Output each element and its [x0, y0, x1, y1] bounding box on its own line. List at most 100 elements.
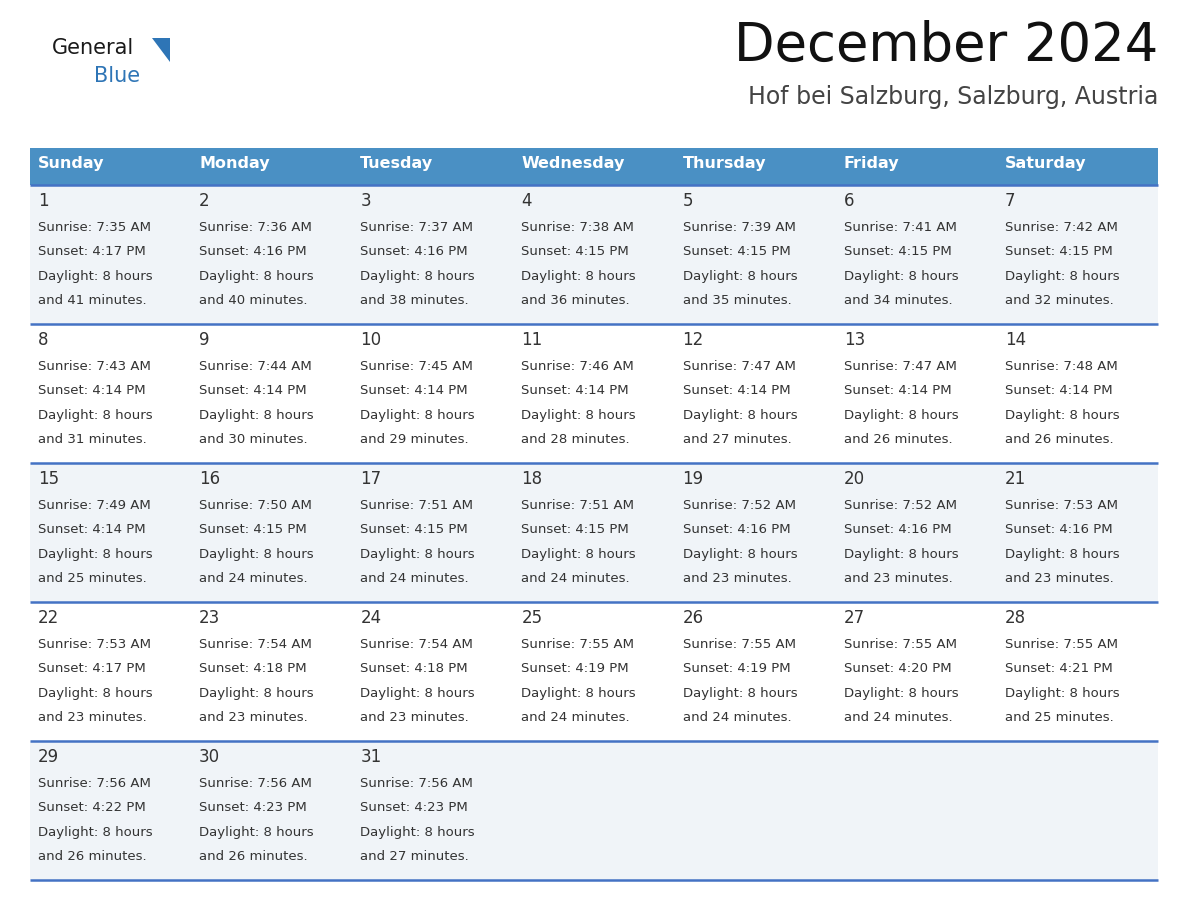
Bar — [30, 602, 1158, 741]
Text: and 23 minutes.: and 23 minutes. — [683, 572, 791, 585]
Text: Sunrise: 7:48 AM: Sunrise: 7:48 AM — [1005, 360, 1118, 373]
Text: Sunset: 4:19 PM: Sunset: 4:19 PM — [522, 662, 630, 676]
Text: Sunset: 4:18 PM: Sunset: 4:18 PM — [200, 662, 307, 676]
Text: Sunrise: 7:52 AM: Sunrise: 7:52 AM — [683, 499, 796, 512]
Text: and 26 minutes.: and 26 minutes. — [200, 850, 308, 863]
Text: Sunset: 4:15 PM: Sunset: 4:15 PM — [683, 245, 790, 258]
Text: Sunset: 4:15 PM: Sunset: 4:15 PM — [200, 523, 307, 536]
Text: Sunrise: 7:47 AM: Sunrise: 7:47 AM — [683, 360, 796, 373]
Bar — [353, 148, 513, 185]
Text: Sunrise: 7:55 AM: Sunrise: 7:55 AM — [1005, 638, 1118, 651]
Text: and 35 minutes.: and 35 minutes. — [683, 294, 791, 307]
Text: 27: 27 — [843, 609, 865, 627]
Text: Daylight: 8 hours: Daylight: 8 hours — [200, 825, 314, 839]
Polygon shape — [152, 38, 170, 62]
Text: 3: 3 — [360, 192, 371, 210]
Text: Saturday: Saturday — [1005, 156, 1086, 171]
Text: Daylight: 8 hours: Daylight: 8 hours — [360, 270, 475, 283]
Bar — [30, 741, 1158, 880]
Text: Sunrise: 7:44 AM: Sunrise: 7:44 AM — [200, 360, 312, 373]
Text: Sunset: 4:16 PM: Sunset: 4:16 PM — [360, 245, 468, 258]
Text: Sunset: 4:14 PM: Sunset: 4:14 PM — [200, 385, 307, 397]
Text: Daylight: 8 hours: Daylight: 8 hours — [522, 409, 636, 421]
Text: 16: 16 — [200, 470, 220, 488]
Text: and 24 minutes.: and 24 minutes. — [360, 572, 469, 585]
Text: Daylight: 8 hours: Daylight: 8 hours — [843, 548, 959, 561]
Text: Sunrise: 7:35 AM: Sunrise: 7:35 AM — [38, 221, 151, 234]
Text: 28: 28 — [1005, 609, 1026, 627]
Text: Daylight: 8 hours: Daylight: 8 hours — [843, 409, 959, 421]
Text: Friday: Friday — [843, 156, 899, 171]
Text: Sunset: 4:21 PM: Sunset: 4:21 PM — [1005, 662, 1113, 676]
Text: Sunset: 4:16 PM: Sunset: 4:16 PM — [1005, 523, 1112, 536]
Text: 13: 13 — [843, 331, 865, 349]
Text: Sunset: 4:23 PM: Sunset: 4:23 PM — [360, 801, 468, 814]
Text: Daylight: 8 hours: Daylight: 8 hours — [522, 687, 636, 700]
Text: Blue: Blue — [94, 66, 140, 86]
Text: and 41 minutes.: and 41 minutes. — [38, 294, 146, 307]
Text: Daylight: 8 hours: Daylight: 8 hours — [1005, 548, 1119, 561]
Text: Sunrise: 7:43 AM: Sunrise: 7:43 AM — [38, 360, 151, 373]
Text: and 23 minutes.: and 23 minutes. — [360, 711, 469, 724]
Text: Sunrise: 7:41 AM: Sunrise: 7:41 AM — [843, 221, 956, 234]
Text: Sunset: 4:14 PM: Sunset: 4:14 PM — [1005, 385, 1112, 397]
Text: Sunset: 4:16 PM: Sunset: 4:16 PM — [200, 245, 307, 258]
Text: Tuesday: Tuesday — [360, 156, 434, 171]
Text: Sunset: 4:14 PM: Sunset: 4:14 PM — [522, 385, 630, 397]
Text: Sunday: Sunday — [38, 156, 105, 171]
Text: 17: 17 — [360, 470, 381, 488]
Text: Sunrise: 7:42 AM: Sunrise: 7:42 AM — [1005, 221, 1118, 234]
Text: 9: 9 — [200, 331, 209, 349]
Text: and 36 minutes.: and 36 minutes. — [522, 294, 630, 307]
Text: Sunrise: 7:55 AM: Sunrise: 7:55 AM — [683, 638, 796, 651]
Text: Sunset: 4:15 PM: Sunset: 4:15 PM — [522, 523, 630, 536]
Text: 21: 21 — [1005, 470, 1026, 488]
Text: and 23 minutes.: and 23 minutes. — [200, 711, 308, 724]
Text: Sunset: 4:15 PM: Sunset: 4:15 PM — [360, 523, 468, 536]
Text: Daylight: 8 hours: Daylight: 8 hours — [360, 548, 475, 561]
Text: Daylight: 8 hours: Daylight: 8 hours — [200, 548, 314, 561]
Text: Daylight: 8 hours: Daylight: 8 hours — [200, 409, 314, 421]
Text: Sunrise: 7:56 AM: Sunrise: 7:56 AM — [38, 777, 151, 790]
Bar — [30, 324, 1158, 463]
Text: 2: 2 — [200, 192, 210, 210]
Text: 12: 12 — [683, 331, 703, 349]
Text: and 25 minutes.: and 25 minutes. — [38, 572, 147, 585]
Text: Daylight: 8 hours: Daylight: 8 hours — [38, 270, 152, 283]
Text: Sunset: 4:17 PM: Sunset: 4:17 PM — [38, 245, 146, 258]
Text: and 24 minutes.: and 24 minutes. — [683, 711, 791, 724]
Text: and 24 minutes.: and 24 minutes. — [200, 572, 308, 585]
Text: and 38 minutes.: and 38 minutes. — [360, 294, 469, 307]
Text: and 28 minutes.: and 28 minutes. — [522, 433, 630, 446]
Text: Daylight: 8 hours: Daylight: 8 hours — [683, 409, 797, 421]
Text: and 27 minutes.: and 27 minutes. — [360, 850, 469, 863]
Text: Sunrise: 7:53 AM: Sunrise: 7:53 AM — [1005, 499, 1118, 512]
Bar — [835, 148, 997, 185]
Bar — [513, 148, 675, 185]
Text: 8: 8 — [38, 331, 49, 349]
Text: 23: 23 — [200, 609, 221, 627]
Text: Wednesday: Wednesday — [522, 156, 625, 171]
Text: Daylight: 8 hours: Daylight: 8 hours — [843, 270, 959, 283]
Text: Daylight: 8 hours: Daylight: 8 hours — [38, 409, 152, 421]
Bar — [675, 148, 835, 185]
Text: Sunset: 4:22 PM: Sunset: 4:22 PM — [38, 801, 146, 814]
Text: December 2024: December 2024 — [734, 20, 1158, 72]
Text: Hof bei Salzburg, Salzburg, Austria: Hof bei Salzburg, Salzburg, Austria — [747, 85, 1158, 109]
Text: and 23 minutes.: and 23 minutes. — [38, 711, 147, 724]
Text: Thursday: Thursday — [683, 156, 766, 171]
Text: Sunrise: 7:49 AM: Sunrise: 7:49 AM — [38, 499, 151, 512]
Text: Daylight: 8 hours: Daylight: 8 hours — [843, 687, 959, 700]
Text: Sunrise: 7:56 AM: Sunrise: 7:56 AM — [200, 777, 312, 790]
Text: Sunrise: 7:51 AM: Sunrise: 7:51 AM — [522, 499, 634, 512]
Text: 15: 15 — [38, 470, 59, 488]
Text: Sunrise: 7:54 AM: Sunrise: 7:54 AM — [200, 638, 312, 651]
Bar — [30, 148, 191, 185]
Text: Daylight: 8 hours: Daylight: 8 hours — [200, 270, 314, 283]
Text: Sunrise: 7:50 AM: Sunrise: 7:50 AM — [200, 499, 312, 512]
Text: Daylight: 8 hours: Daylight: 8 hours — [522, 270, 636, 283]
Text: 25: 25 — [522, 609, 543, 627]
Text: and 31 minutes.: and 31 minutes. — [38, 433, 147, 446]
Text: Daylight: 8 hours: Daylight: 8 hours — [38, 687, 152, 700]
Text: 4: 4 — [522, 192, 532, 210]
